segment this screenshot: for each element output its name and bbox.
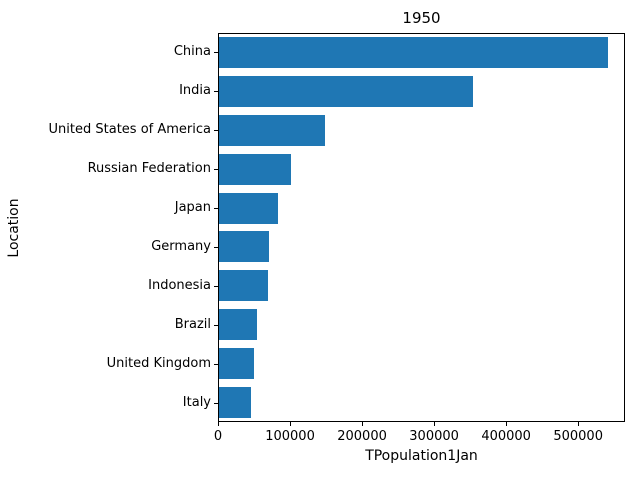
- bar-italy: [219, 387, 251, 419]
- y-tick-label-china: China: [173, 44, 211, 60]
- x-tick-mark: [506, 422, 507, 426]
- y-tick-mark: [214, 169, 218, 170]
- bar-germany: [219, 231, 269, 263]
- y-tick-mark: [214, 247, 218, 248]
- x-tick-mark: [218, 422, 219, 426]
- bar-united-kingdom: [219, 348, 255, 380]
- bar-russian-federation: [219, 153, 292, 185]
- x-axis-label: TPopulation1Jan: [365, 448, 478, 464]
- y-tick-label-united-states-of-america: United States of America: [48, 122, 211, 138]
- y-tick-mark: [214, 91, 218, 92]
- y-tick-mark: [214, 52, 218, 53]
- bar-indonesia: [219, 270, 269, 302]
- y-tick-label-japan: Japan: [174, 200, 211, 216]
- y-tick-label-united-kingdom: United Kingdom: [106, 355, 211, 371]
- y-tick-mark: [214, 403, 218, 404]
- y-tick-label-brazil: Brazil: [174, 316, 211, 332]
- x-tick-mark: [290, 422, 291, 426]
- bar-india: [219, 75, 473, 107]
- y-tick-mark: [214, 364, 218, 365]
- y-tick-mark: [214, 130, 218, 131]
- y-tick-label-italy: Italy: [182, 394, 211, 410]
- y-tick-label-indonesia: Indonesia: [148, 277, 211, 293]
- x-tick-mark: [434, 422, 435, 426]
- y-axis-label: Location: [6, 198, 22, 258]
- y-tick-mark: [214, 286, 218, 287]
- x-tick-label-500000: 500000: [553, 429, 603, 444]
- x-tick-label-400000: 400000: [481, 429, 531, 444]
- bar-brazil: [219, 309, 257, 341]
- y-tick-mark: [214, 325, 218, 326]
- y-tick-label-germany: Germany: [151, 238, 211, 254]
- bar-china: [219, 36, 608, 68]
- chart-title: 1950: [402, 9, 441, 27]
- y-tick-mark: [214, 208, 218, 209]
- x-tick-mark: [578, 422, 579, 426]
- x-tick-label-0: 0: [213, 429, 223, 444]
- y-tick-label-india: India: [179, 83, 211, 99]
- x-tick-label-100000: 100000: [265, 429, 315, 444]
- x-tick-label-200000: 200000: [337, 429, 387, 444]
- bar-japan: [219, 192, 279, 224]
- x-tick-label-300000: 300000: [409, 429, 459, 444]
- y-tick-label-russian-federation: Russian Federation: [87, 161, 211, 177]
- bar-united-states-of-america: [219, 114, 325, 146]
- x-tick-mark: [362, 422, 363, 426]
